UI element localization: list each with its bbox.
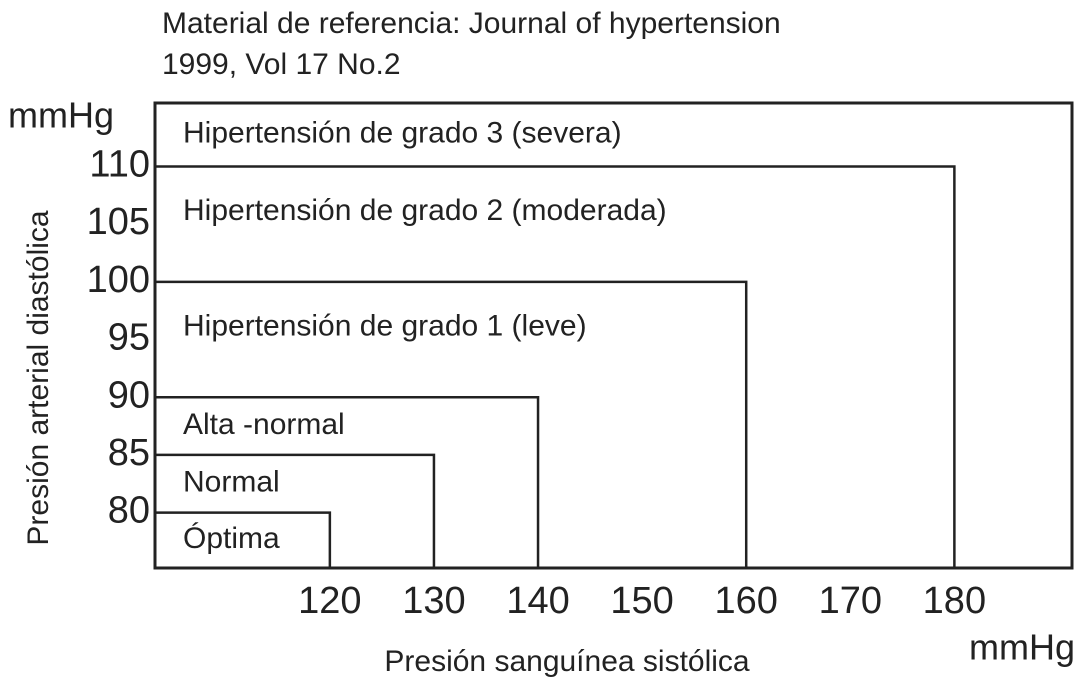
y-tick-label: 90	[108, 374, 150, 416]
chart-subtitle: 1999, Vol 17 No.2	[162, 48, 401, 81]
x-tick-label: 140	[506, 580, 569, 622]
region-boundary	[155, 395, 540, 568]
x-tick-label: 130	[402, 580, 465, 622]
x-tick-label: 160	[715, 580, 778, 622]
region-boundary	[155, 165, 956, 568]
region-boundary	[155, 280, 748, 568]
region-boundary	[155, 453, 436, 568]
y-tick-label: 80	[108, 490, 150, 532]
region-label: Hipertensión de grado 2 (moderada)	[183, 194, 667, 227]
x-axis-label: Presión sanguínea sistólica	[384, 645, 750, 678]
x-tick-label: 170	[819, 580, 882, 622]
y-tick-label: 85	[108, 432, 150, 474]
plot-frame	[153, 101, 1074, 570]
chart-title: Material de referencia: Journal of hyper…	[162, 7, 781, 40]
y-unit: mmHg	[8, 95, 114, 136]
y-tick-label: 100	[87, 259, 150, 301]
y-tick-label: 110	[89, 143, 150, 185]
x-unit: mmHg	[969, 627, 1075, 668]
region-label: Óptima	[183, 522, 280, 555]
y-tick-label: 95	[108, 317, 150, 359]
x-tick-label: 180	[923, 580, 986, 622]
region-label: Alta -normal	[183, 408, 345, 441]
region-label: Normal	[183, 466, 280, 499]
region-label: Hipertensión de grado 3 (severa)	[183, 117, 622, 150]
y-axis-label: Presión arterial diastólica	[22, 210, 55, 545]
region-label: Hipertensión de grado 1 (leve)	[183, 309, 587, 342]
x-tick-label: 150	[610, 580, 673, 622]
y-tick-label: 105	[87, 201, 150, 243]
region-boundary	[155, 511, 332, 568]
x-tick-label: 120	[298, 580, 361, 622]
